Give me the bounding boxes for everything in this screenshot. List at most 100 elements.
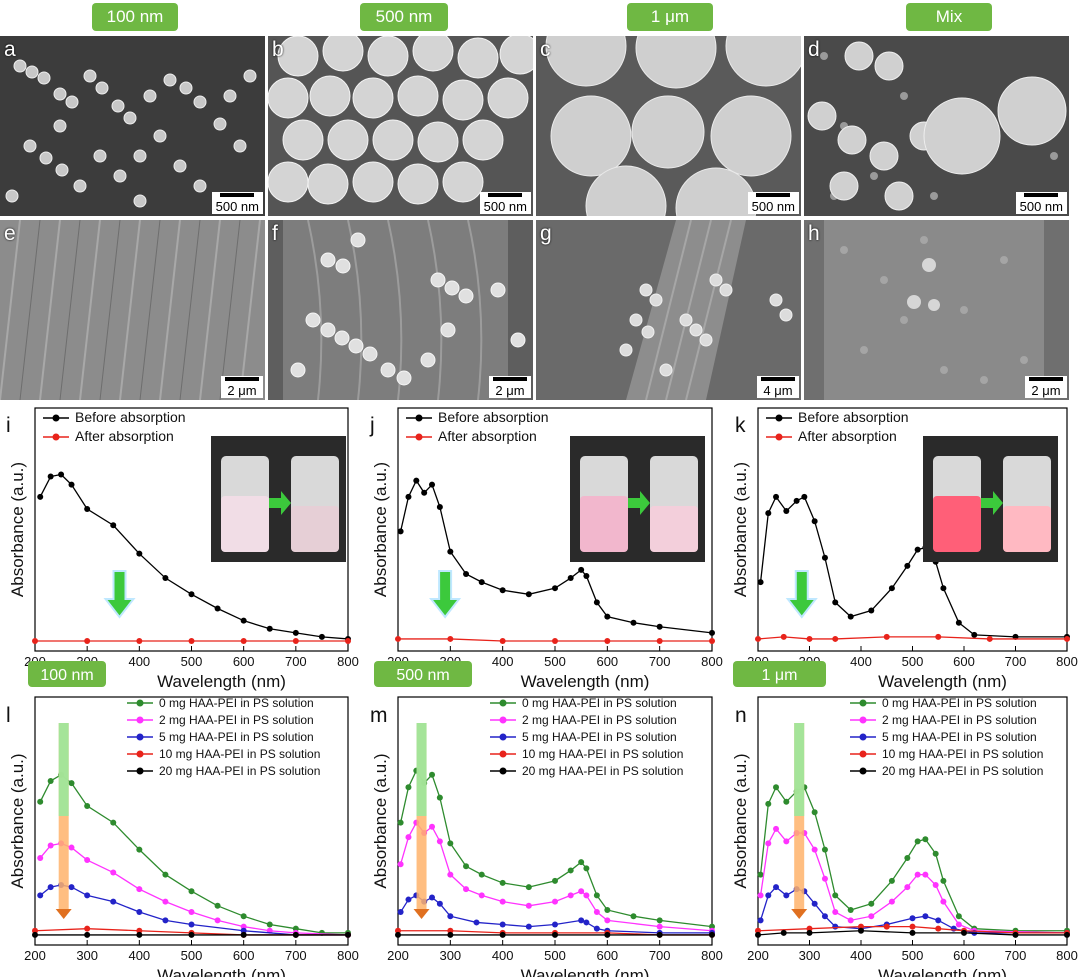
legend-entry: 20 mg HAA-PEI in PS solution bbox=[490, 764, 683, 778]
data-point bbox=[47, 884, 54, 891]
badge-mix: Mix bbox=[906, 3, 992, 31]
series-line bbox=[399, 821, 713, 932]
data-point bbox=[84, 931, 91, 938]
data-point bbox=[935, 925, 942, 932]
data-point bbox=[593, 599, 600, 606]
legend-entry: Before absorption bbox=[406, 409, 549, 425]
chart-l: 200 300 400 500 600 700 800 Wavelength (nm) Abso… bbox=[6, 661, 826, 977]
data-point bbox=[552, 931, 558, 938]
sem-image-g bbox=[619, 220, 793, 400]
data-point bbox=[883, 923, 890, 930]
sem-panel-a: a 500 nm bbox=[0, 36, 265, 216]
legend-entry: 5 mg HAA-PEI in PS solution bbox=[490, 730, 677, 744]
sem-panel-g: g 4 μm bbox=[536, 220, 801, 400]
panel-label-m: m bbox=[370, 704, 388, 727]
data-point bbox=[604, 917, 611, 924]
data-point bbox=[397, 861, 404, 868]
data-point bbox=[888, 898, 895, 905]
legend-label: 5 mg HAA-PEI in PS solution bbox=[522, 730, 677, 744]
x-tick-label: 600 bbox=[596, 948, 618, 963]
data-point bbox=[110, 869, 117, 876]
sem-image-c bbox=[545, 36, 801, 216]
x-tick-label: 400 bbox=[850, 654, 872, 669]
legend-marker bbox=[859, 716, 867, 724]
data-point bbox=[84, 857, 91, 864]
data-point bbox=[765, 510, 772, 517]
legend-entry: 0 mg HAA-PEI in PS solution bbox=[850, 696, 1037, 710]
data-point bbox=[240, 913, 247, 920]
data-point bbox=[240, 923, 247, 930]
data-point bbox=[806, 635, 813, 642]
legend-marker bbox=[136, 699, 144, 707]
data-point bbox=[421, 489, 428, 496]
panel-label-k: k bbox=[735, 414, 746, 437]
data-point bbox=[583, 892, 590, 899]
legend-entry: Before absorption bbox=[766, 409, 909, 425]
data-point bbox=[136, 637, 143, 644]
x-axis-label: Wavelength (nm) bbox=[521, 672, 650, 691]
size-badge bbox=[28, 661, 106, 687]
data-point bbox=[757, 917, 764, 924]
data-point bbox=[47, 473, 54, 480]
down-arrow-icon bbox=[55, 909, 72, 919]
size-badge bbox=[733, 661, 826, 687]
legend-marker bbox=[499, 699, 507, 707]
right-arrow-icon bbox=[981, 491, 1003, 515]
data-point bbox=[525, 923, 532, 930]
data-point bbox=[499, 637, 506, 644]
legend-label: 20 mg HAA-PEI in PS solution bbox=[882, 764, 1043, 778]
data-point bbox=[162, 917, 169, 924]
legend-label: Before absorption bbox=[438, 409, 549, 425]
data-point bbox=[801, 493, 808, 500]
data-point bbox=[858, 927, 864, 934]
data-point bbox=[447, 548, 454, 555]
data-point bbox=[709, 923, 715, 930]
data-point bbox=[922, 913, 929, 920]
data-point bbox=[757, 579, 764, 586]
legend-label: 0 mg HAA-PEI in PS solution bbox=[882, 696, 1037, 710]
down-arrow-icon bbox=[785, 570, 818, 619]
data-point bbox=[847, 613, 854, 620]
data-point bbox=[567, 867, 574, 874]
data-point bbox=[525, 884, 532, 891]
x-tick-label: 800 bbox=[1056, 948, 1078, 963]
data-point bbox=[240, 617, 247, 624]
x-tick-label: 300 bbox=[439, 948, 461, 963]
data-point bbox=[84, 802, 91, 809]
data-point bbox=[773, 784, 780, 791]
series-line bbox=[39, 842, 349, 936]
x-axis-label: Wavelength (nm) bbox=[521, 966, 650, 977]
data-point bbox=[292, 629, 299, 636]
panel-label-g: g bbox=[540, 222, 552, 245]
data-point bbox=[188, 888, 195, 895]
legend-entry: 10 mg HAA-PEI in PS solution bbox=[850, 747, 1043, 761]
data-point bbox=[110, 522, 117, 529]
data-point bbox=[395, 927, 401, 934]
data-point bbox=[240, 637, 247, 644]
data-point bbox=[436, 794, 443, 801]
data-point bbox=[525, 591, 532, 598]
data-point bbox=[499, 587, 506, 594]
x-tick-label: 800 bbox=[337, 948, 359, 963]
data-point bbox=[136, 931, 143, 938]
scale-bar-c: 500 nm bbox=[747, 192, 799, 214]
data-point bbox=[37, 493, 44, 500]
size-badge-label: 1 μm bbox=[762, 667, 798, 684]
legend-marker bbox=[859, 750, 867, 758]
data-point bbox=[84, 637, 91, 644]
legend-marker bbox=[775, 433, 783, 441]
data-point bbox=[773, 884, 780, 891]
data-point bbox=[709, 629, 715, 636]
legend-marker bbox=[136, 767, 144, 775]
x-tick-label: 500 bbox=[902, 948, 924, 963]
data-point bbox=[1064, 635, 1070, 642]
data-point bbox=[318, 633, 325, 640]
data-point bbox=[630, 619, 637, 626]
data-point bbox=[955, 619, 962, 626]
data-point bbox=[436, 900, 443, 907]
x-tick-label: 600 bbox=[953, 654, 975, 669]
data-point bbox=[1064, 931, 1070, 938]
data-point bbox=[757, 871, 764, 878]
data-point bbox=[765, 800, 772, 807]
sem-image-b bbox=[268, 36, 533, 205]
